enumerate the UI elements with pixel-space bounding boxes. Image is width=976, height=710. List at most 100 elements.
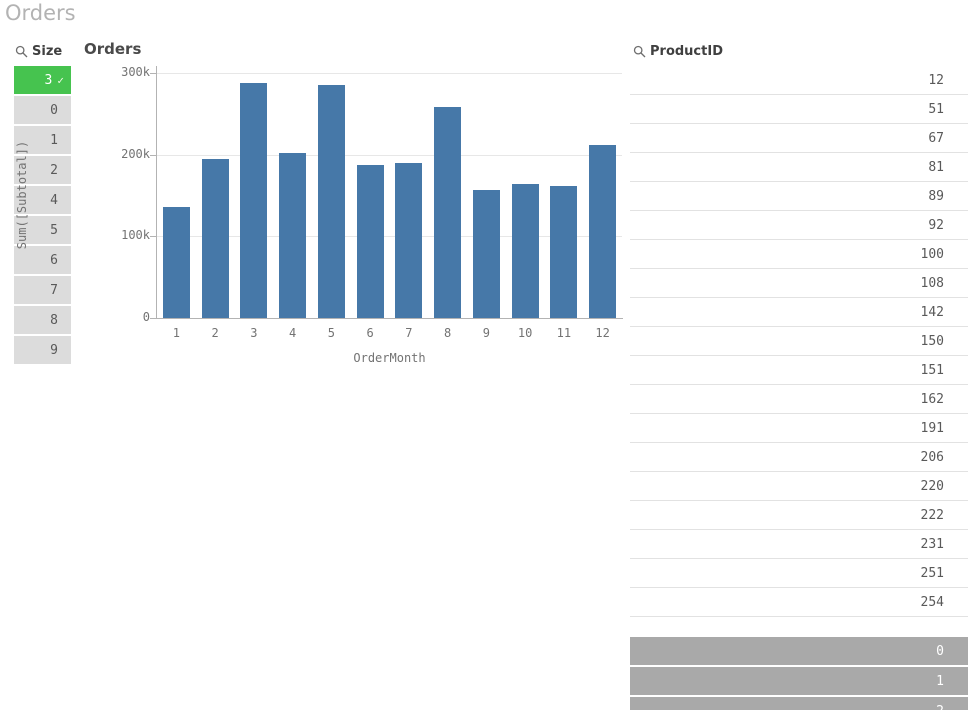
bar-month-11[interactable] — [550, 185, 578, 318]
product-filter-header: ProductID — [633, 43, 723, 59]
product-item-162[interactable]: 162 — [630, 385, 968, 414]
product-item-excluded-1[interactable]: 1 — [630, 667, 968, 695]
y-axis-title: Sum([Subtotal]) — [15, 140, 29, 250]
size-item-8[interactable]: 8 — [14, 306, 71, 334]
product-item-value: 151 — [920, 362, 944, 378]
product-item-108[interactable]: 108 — [630, 269, 968, 298]
product-item-value: 92 — [928, 217, 944, 233]
product-item-51[interactable]: 51 — [630, 95, 968, 124]
search-icon[interactable] — [15, 45, 28, 58]
product-item-81[interactable]: 81 — [630, 153, 968, 182]
product-item-89[interactable]: 89 — [630, 182, 968, 211]
size-item-value: 5 — [50, 222, 58, 238]
product-item-value: 1 — [936, 673, 944, 689]
size-listbox: 3 ✓ 0 1 2 4 5 6 7 8 9 — [14, 66, 71, 366]
product-item-191[interactable]: 191 — [630, 414, 968, 443]
x-tick-label: 6 — [366, 326, 374, 340]
x-tick-label: 3 — [250, 326, 258, 340]
y-tick-mark — [150, 318, 156, 319]
bar-month-7[interactable] — [395, 162, 423, 318]
product-item-220[interactable]: 220 — [630, 472, 968, 501]
bar-month-4[interactable] — [279, 153, 307, 318]
size-item-value: 4 — [50, 192, 58, 208]
size-item-0[interactable]: 0 — [14, 96, 71, 124]
product-item-67[interactable]: 67 — [630, 124, 968, 153]
product-item-value: 231 — [920, 536, 944, 552]
y-tick-mark — [150, 236, 156, 238]
size-item-4[interactable]: 4 — [14, 186, 71, 214]
x-tick-label: 11 — [556, 326, 572, 340]
x-tick-label: 5 — [327, 326, 335, 340]
y-axis-line — [156, 66, 157, 318]
product-item-value: 81 — [928, 159, 944, 175]
product-item-value: 150 — [920, 333, 944, 349]
product-item-value: 191 — [920, 420, 944, 436]
product-item-12[interactable]: 12 — [630, 66, 968, 95]
product-filter-title: ProductID — [650, 43, 723, 59]
size-item-9[interactable]: 9 — [14, 336, 71, 364]
size-item-3[interactable]: 3 ✓ — [14, 66, 71, 94]
product-item-value: 254 — [920, 594, 944, 610]
bar-month-8[interactable] — [434, 107, 462, 318]
product-item-value: 206 — [920, 449, 944, 465]
size-item-value: 2 — [50, 162, 58, 178]
y-tick-label: 300k — [121, 65, 150, 79]
bar-month-3[interactable] — [240, 82, 268, 318]
product-item-142[interactable]: 142 — [630, 298, 968, 327]
product-item-value: 89 — [928, 188, 944, 204]
x-axis-title: OrderMonth — [353, 351, 426, 365]
product-item-251[interactable]: 251 — [630, 559, 968, 588]
bar-month-2[interactable] — [201, 158, 229, 318]
y-tick-label: 100k — [121, 228, 150, 243]
product-item-value: 162 — [920, 391, 944, 407]
bar-month-1[interactable] — [162, 206, 190, 318]
size-item-value: 8 — [50, 312, 58, 328]
size-item-6[interactable]: 6 — [14, 246, 71, 274]
product-item-value: 67 — [928, 130, 944, 146]
product-item-206[interactable]: 206 — [630, 443, 968, 472]
gridline — [157, 73, 622, 74]
size-item-2[interactable]: 2 — [14, 156, 71, 184]
size-item-value: 3 — [44, 72, 53, 88]
size-item-value: 6 — [50, 252, 58, 268]
bar-month-6[interactable] — [356, 165, 384, 318]
y-tick-label: 0 — [142, 310, 150, 324]
product-item-value: 100 — [920, 246, 944, 262]
product-item-value: 220 — [920, 478, 944, 494]
product-item-150[interactable]: 150 — [630, 327, 968, 356]
bar-month-9[interactable] — [472, 189, 500, 318]
size-filter-header: Size — [15, 43, 62, 59]
product-item-222[interactable]: 222 — [630, 501, 968, 530]
size-item-value: 7 — [50, 282, 58, 298]
product-item-excluded-0[interactable]: 0 — [630, 637, 968, 665]
size-item-value: 9 — [50, 342, 58, 358]
product-listbox-excluded: 0 1 2 — [630, 637, 968, 710]
bar-month-12[interactable] — [589, 144, 617, 318]
product-item-100[interactable]: 100 — [630, 240, 968, 269]
product-item-231[interactable]: 231 — [630, 530, 968, 559]
check-icon: ✓ — [57, 73, 64, 87]
product-item-excluded-2[interactable]: 2 — [630, 697, 968, 710]
product-item-value: 0 — [936, 643, 944, 659]
search-icon[interactable] — [633, 45, 646, 58]
product-item-254[interactable]: 254 — [630, 588, 968, 617]
bar-month-5[interactable] — [317, 85, 345, 318]
x-tick-label: 12 — [595, 326, 610, 340]
product-item-151[interactable]: 151 — [630, 356, 968, 385]
product-item-value: 142 — [920, 304, 944, 320]
gridline — [157, 236, 622, 238]
product-item-92[interactable]: 92 — [630, 211, 968, 240]
size-item-value: 0 — [50, 102, 58, 118]
product-item-value: 2 — [936, 704, 944, 710]
x-tick-label: 9 — [482, 326, 490, 340]
y-tick-label: 200k — [121, 146, 150, 161]
x-tick-label: 8 — [444, 326, 452, 340]
product-item-value: 51 — [928, 101, 944, 117]
size-item-1[interactable]: 1 — [14, 126, 71, 154]
product-listbox: 12 51 67 81 89 92 100 108 142 150 151 162 191 206 220 2… — [630, 66, 968, 617]
x-tick-label: 10 — [517, 326, 533, 340]
bar-month-10[interactable] — [511, 184, 539, 318]
product-item-value: 12 — [928, 72, 944, 88]
size-item-5[interactable]: 5 — [14, 216, 71, 244]
size-item-7[interactable]: 7 — [14, 276, 71, 304]
